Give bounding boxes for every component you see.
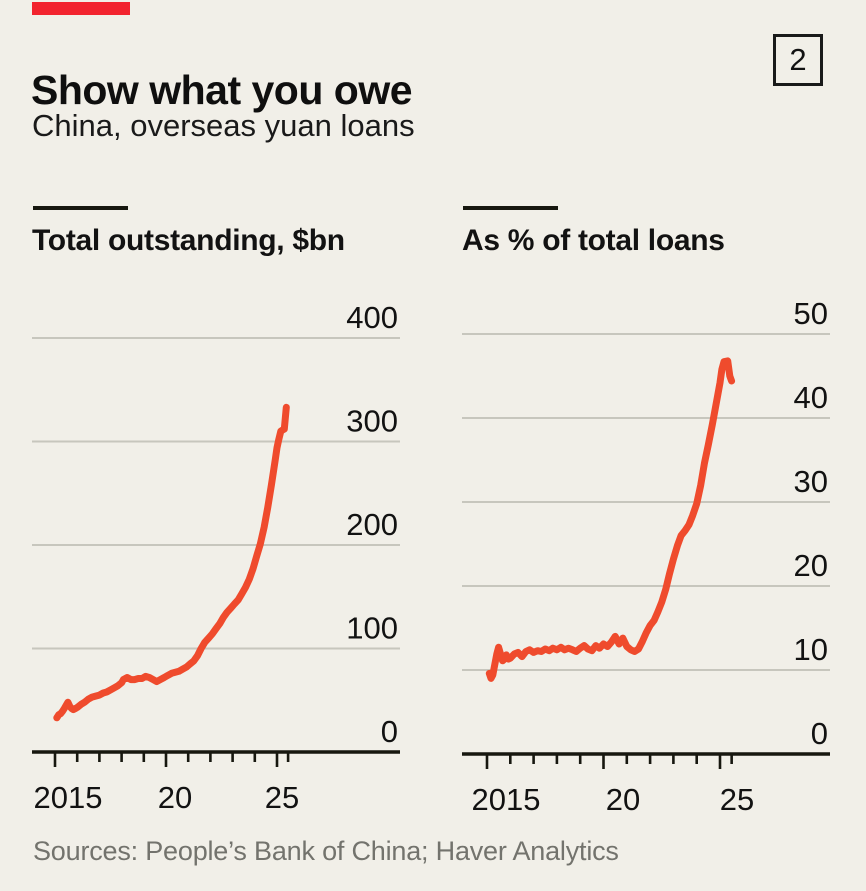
data-line — [485, 357, 736, 682]
chart-panel-total-outstanding: Total outstanding, $bn 400 300 200 100 0 2015… — [32, 206, 400, 831]
panel-rule — [33, 206, 128, 210]
line-chart-percent-of-loans: 50 40 30 20 10 0 2015 20 25 — [462, 296, 830, 817]
y-tick-label: 40 — [794, 380, 828, 415]
figure-index-number: 2 — [789, 42, 807, 77]
y-tick-label: 200 — [346, 507, 398, 542]
red-accent-bar — [32, 2, 130, 15]
page-title: Show what you owe — [31, 67, 413, 114]
data-line — [53, 403, 290, 722]
x-tick-label: 20 — [606, 782, 640, 817]
y-tick-label: 300 — [346, 404, 398, 439]
panel-rule — [463, 206, 558, 210]
chart-subtitle: China, overseas yuan loans — [32, 108, 415, 143]
y-tick-label: 0 — [381, 714, 398, 749]
y-tick-label: 50 — [794, 296, 828, 331]
y-tick-label: 0 — [811, 716, 828, 751]
panel-title-right: As % of total loans — [462, 224, 725, 257]
figure-index-badge: 2 — [773, 34, 823, 86]
y-tick-label: 100 — [346, 611, 398, 646]
line-chart-total-outstanding: 400 300 200 100 0 2015 20 25 — [32, 300, 400, 815]
panel-title-left: Total outstanding, $bn — [32, 224, 345, 257]
y-tick-label: 400 — [346, 300, 398, 335]
y-tick-label: 10 — [794, 632, 828, 667]
source-note: Sources: People’s Bank of China; Haver A… — [33, 836, 619, 866]
chart-panel-percent-of-loans: As % of total loans 50 40 30 20 10 0 2015 20 25 — [462, 206, 830, 831]
x-tick-label: 2015 — [472, 782, 541, 817]
x-tick-label: 25 — [265, 780, 299, 815]
y-tick-label: 20 — [794, 548, 828, 583]
x-tick-label: 2015 — [34, 780, 103, 815]
x-tick-label: 25 — [720, 782, 754, 817]
x-tick-label: 20 — [158, 780, 192, 815]
y-tick-label: 30 — [794, 464, 828, 499]
